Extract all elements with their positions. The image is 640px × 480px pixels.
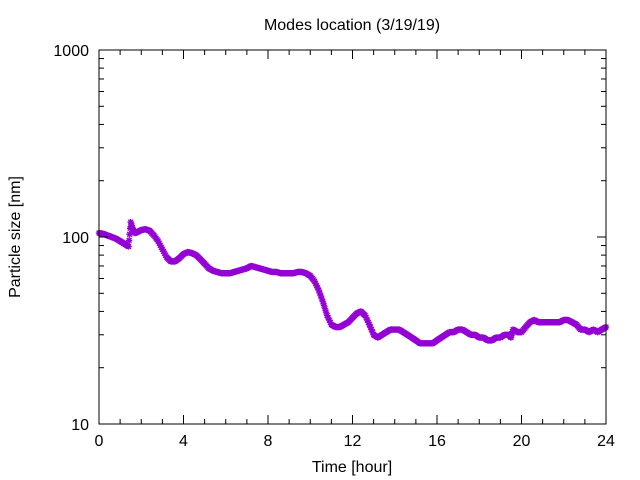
- data-point: [315, 286, 322, 294]
- data-point: [321, 305, 329, 312]
- data-point: [363, 314, 370, 322]
- data-point: [320, 302, 328, 309]
- x-tick-label: 0: [95, 433, 104, 450]
- data-point: [312, 280, 319, 287]
- data-point: [369, 329, 376, 336]
- axis-ticks: [98, 50, 607, 425]
- data-point: [313, 282, 320, 289]
- data-point: [126, 231, 133, 238]
- x-tick-label: 24: [597, 433, 615, 450]
- plot-frame: [98, 49, 607, 425]
- data-point: [366, 321, 373, 328]
- data-point: [323, 312, 331, 319]
- data-point: [125, 243, 132, 250]
- data-point: [368, 326, 375, 333]
- data-point: [325, 314, 332, 322]
- data-point: [318, 295, 326, 303]
- x-axis-label: Time [hour]: [312, 459, 392, 476]
- data-point: [361, 312, 369, 319]
- data-point: [319, 298, 327, 306]
- x-tick-label: 12: [344, 433, 362, 450]
- data-point: [365, 319, 372, 326]
- y-tick-labels: 10 100 1000: [53, 43, 89, 434]
- data-point: [326, 316, 333, 324]
- x-tick-label: 16: [428, 433, 446, 450]
- data-point: [314, 284, 321, 292]
- data-series: [95, 218, 610, 347]
- data-point: [327, 319, 334, 326]
- x-tick-labels: 0 4 8 12 16 20 24: [95, 433, 615, 450]
- data-point: [317, 292, 325, 300]
- y-tick-label: 1000: [53, 43, 89, 60]
- data-point: [364, 316, 371, 324]
- chart-title: Modes location (3/19/19): [264, 17, 440, 34]
- data-point: [311, 278, 318, 285]
- y-axis-label: Particle size [nm]: [7, 176, 24, 298]
- data-point: [322, 308, 330, 316]
- y-tick-label: 10: [71, 417, 89, 434]
- x-tick-label: 4: [179, 433, 188, 450]
- y-tick-label: 100: [62, 230, 89, 247]
- data-point: [316, 289, 323, 297]
- x-tick-label: 20: [513, 433, 531, 450]
- data-point: [125, 237, 133, 244]
- data-point: [367, 323, 374, 331]
- x-tick-label: 8: [264, 433, 273, 450]
